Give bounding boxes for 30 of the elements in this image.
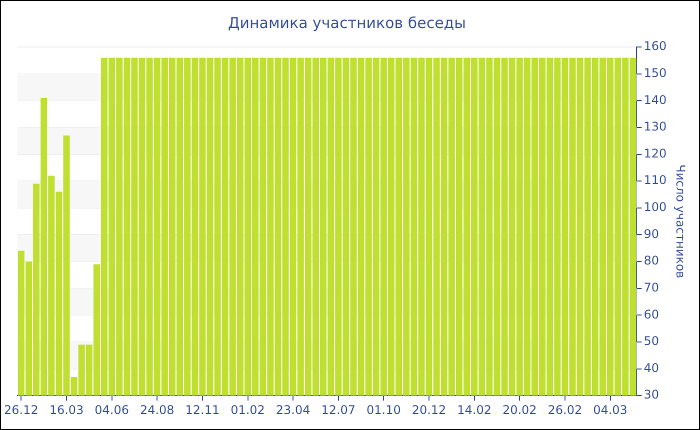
- chart-title: Динамика участников беседы: [228, 14, 466, 32]
- y-tick-label: 80: [644, 254, 659, 268]
- y-tick-label: 120: [644, 146, 667, 160]
- y-tick-label: 100: [644, 200, 667, 214]
- x-tick-label: 26.12: [4, 402, 38, 417]
- y-tick-label: 150: [644, 66, 667, 80]
- y-tick-label: 30: [644, 388, 659, 402]
- x-tick-label: 01.02: [230, 402, 265, 417]
- x-tick-label: 24.08: [140, 402, 174, 417]
- y-tick-label: 90: [644, 226, 659, 241]
- y-tick-label: 60: [644, 307, 659, 322]
- x-tick-label: 04.03: [593, 402, 628, 417]
- x-tick-label: 14.02: [457, 402, 492, 417]
- y-tick-label: 70: [644, 280, 659, 294]
- y-tick-label: 50: [644, 334, 659, 348]
- y-tick-label: 140: [644, 92, 667, 107]
- y-tick-label: 40: [644, 360, 659, 375]
- y-tick-label: 130: [644, 120, 667, 134]
- x-tick-label: 16.03: [49, 402, 84, 417]
- x-tick-label: 20.02: [502, 402, 537, 417]
- x-tick-label: 20.12: [412, 402, 446, 417]
- x-tick-label: 12.07: [321, 402, 356, 417]
- y-tick-label: 160: [644, 39, 667, 54]
- x-tick-label: 23.04: [276, 402, 310, 417]
- x-tick-label: 04.06: [94, 402, 129, 417]
- y-axis-title: Число участников: [674, 164, 688, 278]
- x-tick-label: 26.02: [548, 402, 582, 417]
- x-tick-label: 01.10: [366, 402, 401, 417]
- x-tick-label: 12.11: [185, 402, 220, 417]
- y-tick-label: 110: [644, 173, 667, 188]
